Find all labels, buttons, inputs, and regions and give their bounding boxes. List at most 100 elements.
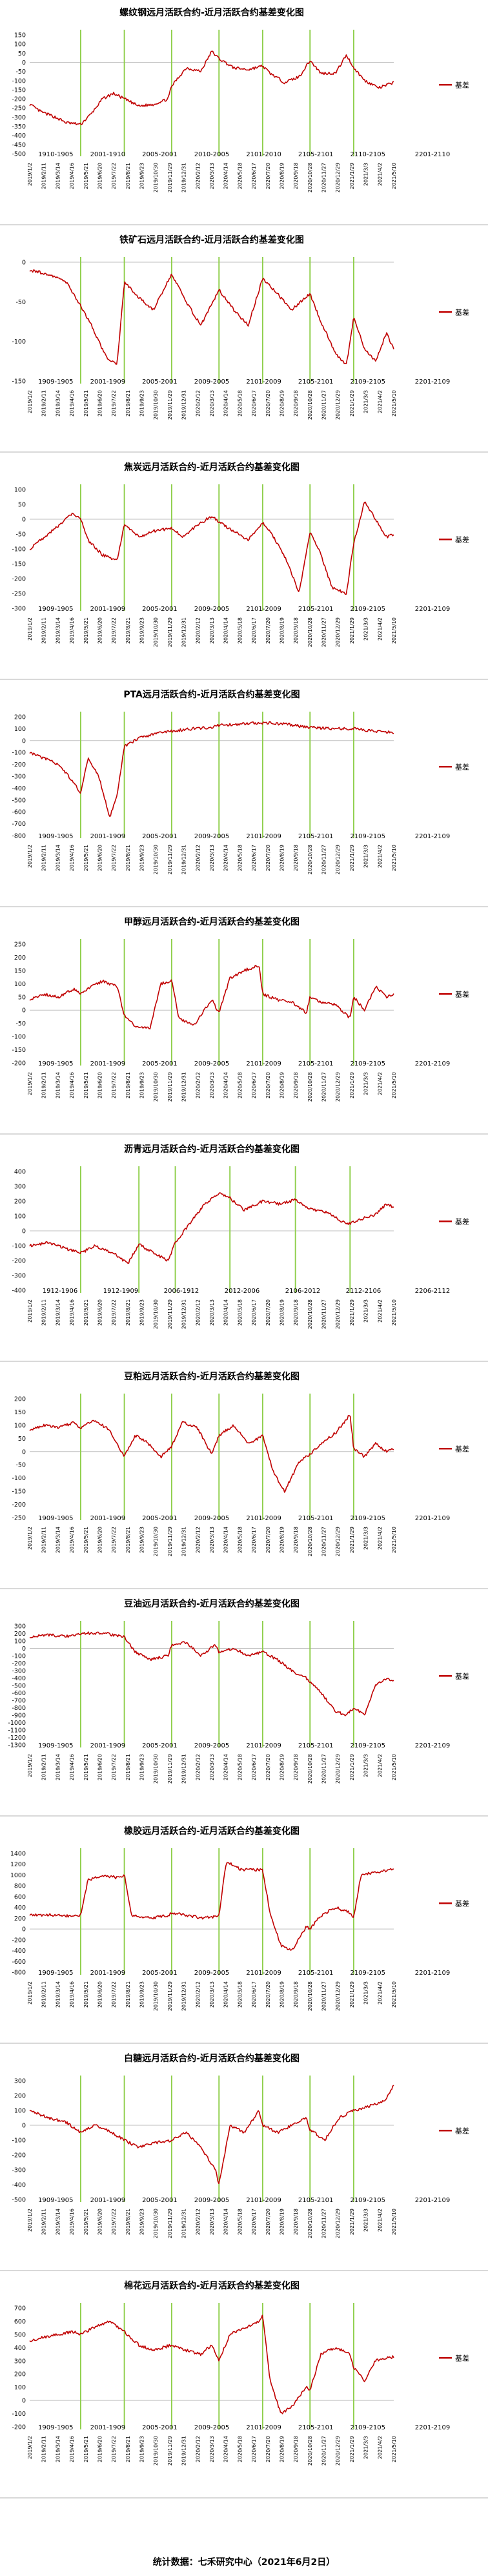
x-tick-label: 2020/10/28 bbox=[307, 390, 313, 420]
x-tick-label: 2020/4/14 bbox=[223, 845, 229, 871]
chart-panel: 焦炭远月活跃合约-近月活跃合约基差变化图 -300 -250 -200 -150 -100… bbox=[0, 456, 488, 680]
y-tick-label: -150 bbox=[12, 1489, 26, 1496]
x-tick-label: 2019/10/30 bbox=[153, 845, 159, 874]
x-tick-label: 2020/12/29 bbox=[335, 2209, 341, 2238]
y-tick-label: -150 bbox=[12, 87, 26, 94]
x-tick-label: 2020/6/17 bbox=[251, 1754, 257, 1780]
x-tick-label: 2019/7/22 bbox=[111, 2436, 117, 2462]
y-tick-label: -500 bbox=[12, 2197, 26, 2204]
x-tick-label: 2021/1/29 bbox=[349, 390, 355, 417]
x-tick-label: 2019/4/16 bbox=[69, 390, 75, 417]
x-tick-label: 2019/6/20 bbox=[97, 1981, 103, 2008]
x-tick-label: 2019/12/31 bbox=[181, 2436, 187, 2466]
x-tick-label: 2020/8/19 bbox=[280, 2209, 285, 2235]
y-tick-label: 50 bbox=[18, 50, 26, 57]
x-tick-label: 2020/9/18 bbox=[293, 390, 299, 417]
x-tick-label: 2019/8/21 bbox=[125, 617, 131, 644]
x-tick-label: 2019/9/23 bbox=[139, 2209, 145, 2235]
period-label: 2009-2005 bbox=[194, 1970, 230, 1977]
y-tick-label: -50 bbox=[15, 1020, 26, 1027]
panel-divider bbox=[0, 2497, 488, 2499]
panel-divider bbox=[0, 906, 488, 907]
x-tick-label: 2019/10/30 bbox=[153, 2209, 159, 2238]
y-tick-label: 500 bbox=[14, 2331, 26, 2338]
x-tick-label: 2019/10/30 bbox=[153, 1981, 159, 2011]
period-label: 2005-2001 bbox=[142, 378, 178, 386]
chart-title: 铁矿石远月活跃合约-近月活跃合约基差变化图 bbox=[119, 234, 304, 245]
x-tick-label: 2020/9/18 bbox=[293, 2436, 299, 2462]
x-tick-label: 2019/5/21 bbox=[83, 617, 89, 644]
period-label: 2201-2110 bbox=[415, 151, 451, 158]
x-tick-label: 2021/1/29 bbox=[349, 1299, 355, 1326]
chart-svg: 甲醇远月活跃合约-近月活跃合约基差变化图 -200 -150 -100 -50 0 50 10… bbox=[12, 916, 469, 1102]
x-tick-label: 2019/3/14 bbox=[55, 845, 61, 871]
x-tick-label: 2020/7/20 bbox=[265, 2209, 271, 2235]
x-tick-label: 2021/5/10 bbox=[391, 163, 397, 189]
x-tick-label: 2019/3/14 bbox=[55, 1527, 61, 1553]
x-tick-label: 2021/3/3 bbox=[363, 845, 369, 868]
y-tick-label: 0 bbox=[22, 260, 26, 267]
legend-label: 基差 bbox=[455, 989, 469, 998]
chart-panel: 甲醇远月活跃合约-近月活跃合约基差变化图 -200 -150 -100 -50 0 50 10… bbox=[0, 911, 488, 1135]
period-label: 2009-2005 bbox=[194, 2197, 230, 2204]
x-tick-label: 2019/5/21 bbox=[83, 2209, 89, 2235]
x-tick-label: 2020/4/14 bbox=[223, 2436, 229, 2462]
chart-svg: 棉花远月活跃合约-近月活跃合约基差变化图 -200 -100 0 100 200 300 40… bbox=[12, 2280, 469, 2466]
x-tick-label: 2019/11/29 bbox=[167, 2209, 173, 2238]
period-label: 2106-2012 bbox=[285, 1288, 321, 1295]
x-tick-label: 2020/12/29 bbox=[335, 1527, 341, 1556]
period-label: 2001-1909 bbox=[90, 1060, 126, 1067]
y-tick-label: -800 bbox=[12, 1705, 26, 1712]
chart-title: 白糖远月活跃合约-近月活跃合约基差变化图 bbox=[124, 2053, 300, 2064]
period-label: 2206-2112 bbox=[415, 1288, 451, 1295]
series-line bbox=[29, 721, 394, 817]
x-tick-label: 2019/2/11 bbox=[41, 390, 47, 417]
x-tick-label: 2021/3/3 bbox=[363, 390, 369, 413]
period-label: 1909-1905 bbox=[38, 378, 74, 386]
period-label: 2105-2101 bbox=[298, 1742, 334, 1749]
x-tick-label: 2020/11/27 bbox=[321, 617, 327, 647]
y-tick-label: -100 bbox=[12, 77, 26, 85]
series-line bbox=[29, 965, 394, 1030]
period-label: 2109-2105 bbox=[350, 1970, 385, 1977]
x-tick-label: 2020/12/29 bbox=[335, 2436, 341, 2466]
period-label: 2005-2001 bbox=[142, 2197, 178, 2204]
x-tick-label: 2019/3/14 bbox=[55, 1754, 61, 1780]
period-label: 2001-1909 bbox=[90, 2424, 126, 2431]
period-label: 2005-2001 bbox=[142, 2424, 178, 2431]
period-label: 2009-2005 bbox=[194, 2424, 230, 2431]
x-tick-label: 2019/8/21 bbox=[125, 390, 131, 417]
x-tick-label: 2020/5/18 bbox=[237, 1754, 243, 1780]
chart-svg: 螺纹钢远月活跃合约-近月活跃合约基差变化图 -500 -450 -400 -350 -30… bbox=[12, 7, 469, 192]
period-label: 1910-1905 bbox=[38, 151, 74, 158]
y-tick-label: -1200 bbox=[8, 1735, 26, 1742]
y-tick-label: -100 bbox=[12, 1034, 26, 1041]
x-tick-label: 2019/8/21 bbox=[125, 1527, 131, 1553]
x-tick-label: 2019/6/20 bbox=[97, 163, 103, 189]
y-tick-label: 0 bbox=[22, 1228, 26, 1235]
period-label: 2201-2109 bbox=[415, 2197, 451, 2204]
x-tick-label: 2019/7/22 bbox=[111, 1072, 117, 1098]
period-label: 1909-1905 bbox=[38, 1970, 74, 1977]
x-tick-label: 2019/7/22 bbox=[111, 1981, 117, 2008]
x-tick-label: 2020/2/12 bbox=[195, 1299, 201, 1326]
period-label: 2009-2005 bbox=[194, 1515, 230, 1522]
y-tick-label: -800 bbox=[12, 833, 26, 840]
x-tick-label: 2021/5/10 bbox=[391, 2209, 397, 2235]
y-tick-label: 0 bbox=[22, 517, 26, 524]
x-tick-label: 2021/3/3 bbox=[363, 163, 369, 186]
legend-label: 基差 bbox=[455, 1217, 469, 1226]
x-tick-label: 2020/7/20 bbox=[265, 2436, 271, 2462]
x-tick-label: 2020/11/27 bbox=[321, 2436, 327, 2466]
x-tick-label: 2019/12/31 bbox=[181, 163, 187, 192]
x-tick-label: 2020/9/18 bbox=[293, 1981, 299, 2008]
x-tick-label: 2019/6/20 bbox=[97, 2209, 103, 2235]
x-tick-label: 2021/5/10 bbox=[391, 617, 397, 644]
legend-label: 基差 bbox=[455, 307, 469, 316]
x-tick-label: 2019/1/2 bbox=[27, 2209, 33, 2232]
x-tick-label: 2020/3/13 bbox=[209, 1072, 215, 1098]
x-tick-label: 2020/7/20 bbox=[265, 1299, 271, 1326]
x-tick-label: 2019/5/21 bbox=[83, 845, 89, 871]
period-label: 2001-1909 bbox=[90, 833, 126, 840]
x-tick-label: 2020/11/27 bbox=[321, 1981, 327, 2011]
